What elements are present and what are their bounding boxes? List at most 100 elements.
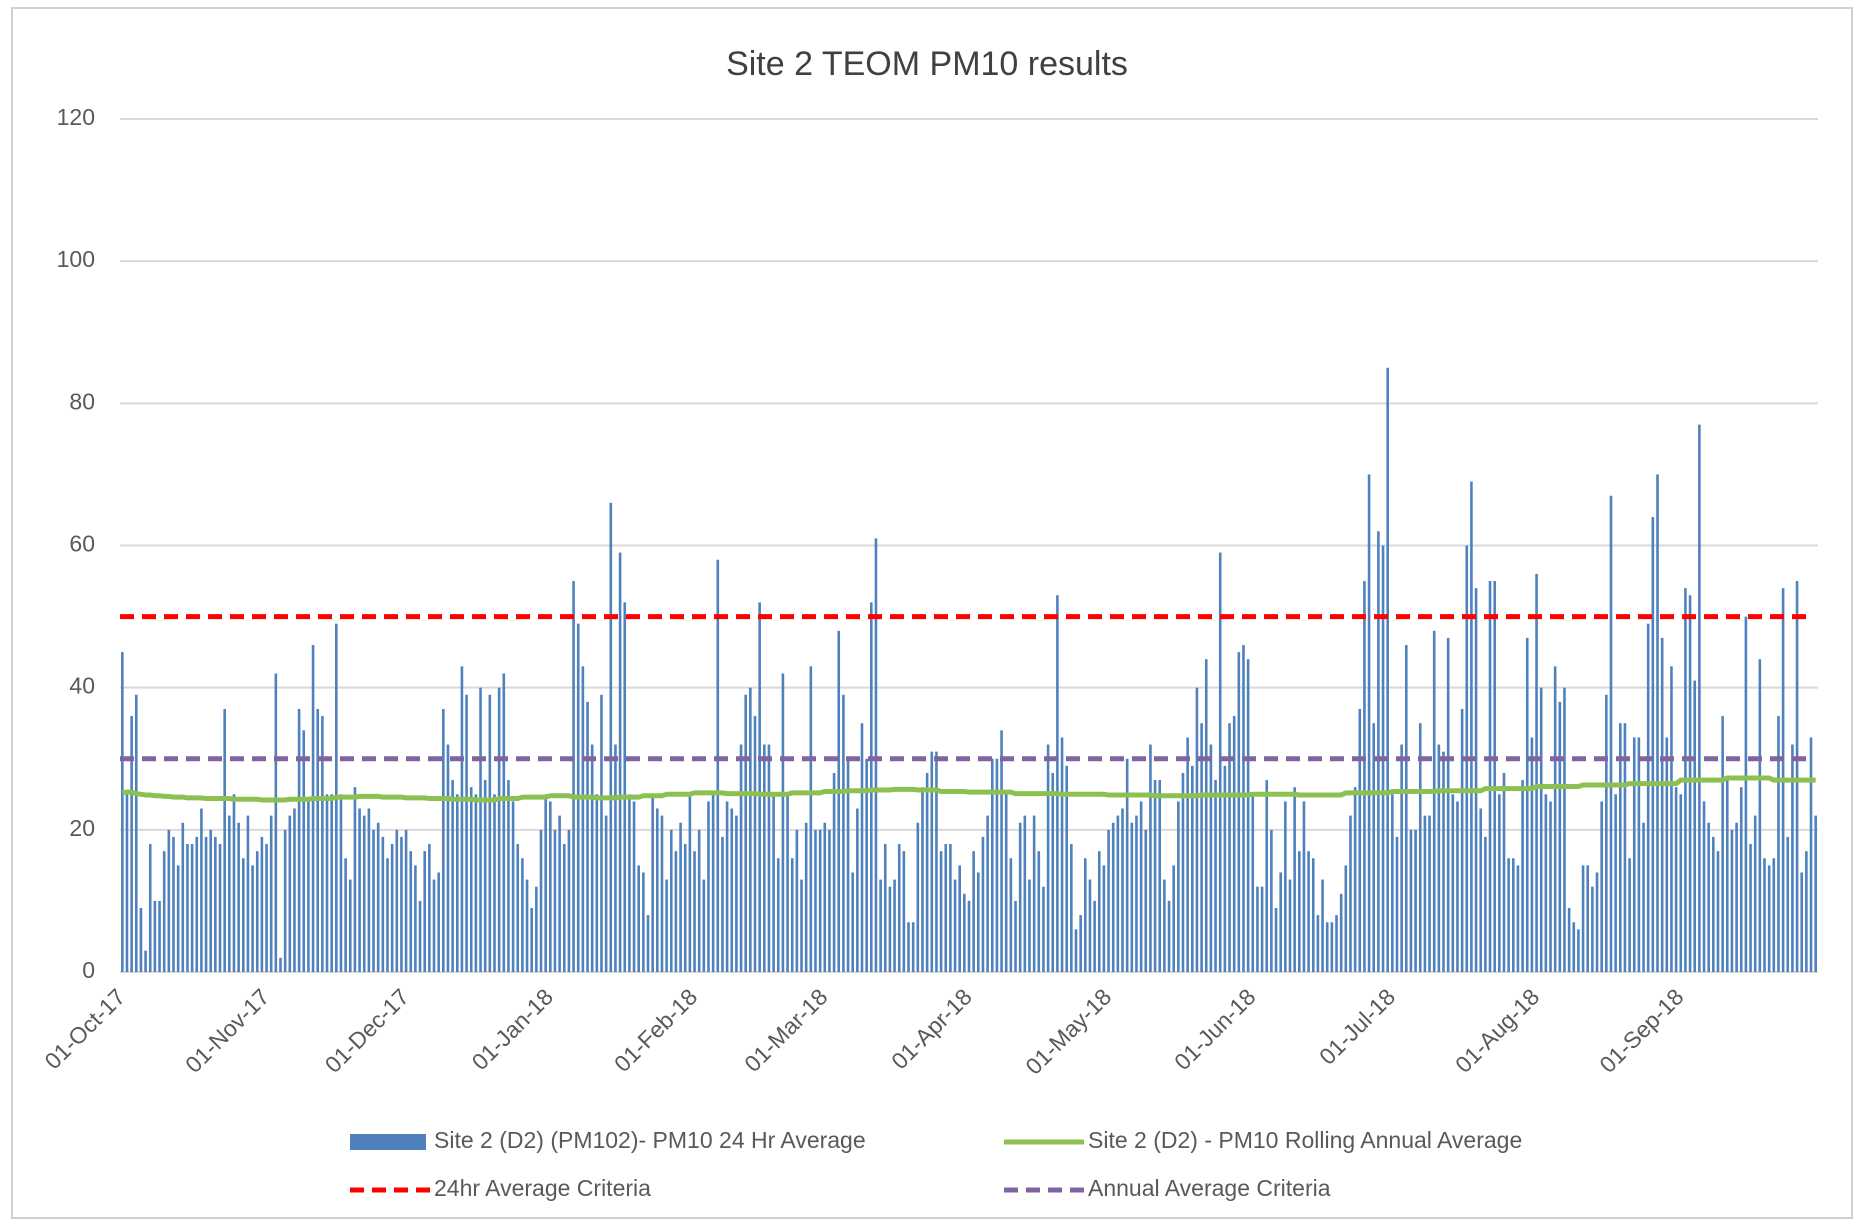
bar — [935, 751, 938, 972]
bar — [1083, 858, 1087, 972]
bar — [1070, 844, 1073, 972]
legend-label: Annual Average Criteria — [1088, 1175, 1331, 1201]
bar — [1251, 794, 1255, 972]
bar — [404, 829, 408, 972]
bar — [958, 865, 961, 972]
chart-title: Site 2 TEOM PM10 results — [726, 45, 1128, 83]
bar — [451, 780, 454, 972]
bar — [497, 687, 501, 972]
bar — [1702, 801, 1706, 972]
bar — [725, 801, 729, 972]
bar — [1163, 879, 1166, 972]
bar — [1409, 829, 1413, 972]
bar — [1470, 481, 1473, 972]
bar — [204, 836, 208, 972]
y-tick-label: 0 — [82, 957, 95, 983]
bar — [1749, 844, 1752, 972]
bar — [1795, 581, 1799, 972]
bar — [842, 694, 845, 972]
legend-label: Site 2 (D2) - PM10 Rolling Annual Averag… — [1088, 1127, 1522, 1153]
bar — [255, 851, 259, 972]
bar — [1265, 780, 1269, 972]
bar — [1679, 794, 1683, 972]
bar — [1260, 886, 1264, 972]
bar — [572, 581, 575, 972]
bar — [1428, 815, 1431, 972]
bar — [1181, 772, 1185, 972]
bar — [269, 815, 273, 972]
bar — [1237, 652, 1241, 972]
bar — [134, 694, 138, 972]
bar — [1502, 772, 1506, 972]
bar — [721, 836, 724, 972]
bar — [209, 829, 213, 972]
bar — [1451, 794, 1455, 972]
bar — [749, 687, 752, 972]
bar — [1009, 858, 1013, 972]
bar — [414, 865, 417, 972]
bar — [1167, 900, 1171, 972]
bar — [437, 872, 440, 972]
bar — [418, 900, 422, 972]
bar — [232, 794, 236, 972]
bar — [1223, 765, 1227, 972]
bar — [339, 794, 343, 972]
bar — [949, 844, 952, 972]
bar — [1660, 637, 1664, 972]
bar — [818, 829, 822, 972]
bar — [1418, 723, 1422, 972]
bar — [967, 900, 971, 972]
bar — [735, 815, 738, 972]
bar — [1097, 851, 1101, 972]
bar — [628, 794, 631, 972]
bar — [776, 858, 780, 972]
bar — [874, 538, 878, 972]
bar — [465, 694, 468, 972]
bar — [1279, 872, 1282, 972]
bar — [604, 815, 608, 972]
bar — [144, 950, 147, 972]
bar — [1228, 723, 1231, 972]
bar — [1763, 858, 1766, 972]
bar — [1456, 801, 1459, 972]
bar — [502, 673, 506, 972]
bar — [860, 723, 864, 972]
bar — [372, 829, 375, 972]
bar — [367, 808, 371, 972]
bar — [1344, 865, 1348, 972]
bar — [1190, 765, 1194, 972]
bar — [772, 794, 775, 972]
bar — [1158, 780, 1162, 972]
bar — [544, 794, 547, 972]
bar — [400, 836, 403, 972]
bar — [446, 744, 450, 972]
chart-border — [11, 7, 1853, 1219]
bar — [1353, 787, 1357, 972]
bar — [1423, 815, 1427, 972]
bar — [376, 822, 380, 972]
bar — [953, 879, 957, 972]
bar — [637, 865, 641, 972]
bar — [1311, 858, 1315, 972]
bar — [1218, 552, 1222, 972]
bar — [195, 836, 199, 972]
bar — [1111, 822, 1115, 972]
bar — [148, 844, 152, 972]
bar — [851, 872, 855, 972]
bar — [707, 801, 710, 972]
bar — [1600, 801, 1603, 972]
bar — [1786, 836, 1790, 972]
bar — [1814, 815, 1817, 972]
bar — [642, 872, 645, 972]
bar — [1572, 922, 1576, 972]
bar — [1377, 531, 1380, 972]
bar — [1386, 367, 1389, 973]
bar — [1581, 865, 1585, 972]
bar — [1195, 687, 1199, 972]
bar — [1432, 630, 1436, 972]
bar — [586, 701, 589, 972]
bar — [311, 645, 315, 972]
bar — [1242, 645, 1245, 972]
bar — [1516, 865, 1520, 972]
bar — [990, 758, 994, 972]
